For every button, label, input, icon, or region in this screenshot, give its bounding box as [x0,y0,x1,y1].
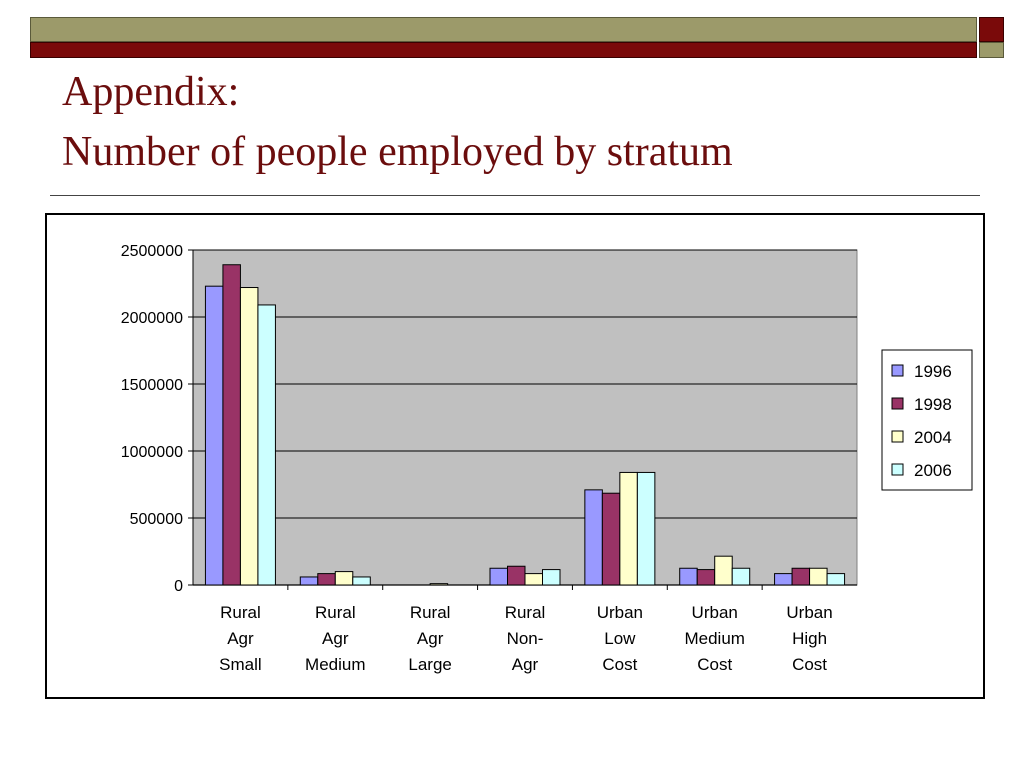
y-tick-label-0: 0 [174,578,183,595]
x-category-label-0-line-1: Agr [227,629,254,648]
legend-label-2004: 2004 [914,428,952,447]
bar-1998-cat-3 [507,565,526,586]
header-olive-square [979,42,1004,58]
header-maroon-bar [30,42,977,58]
y-tick-label-1000000: 1000000 [121,444,183,461]
bar-2006-cat-6 [826,573,846,586]
slide-title: Appendix: Number of people employed by s… [62,62,733,182]
plot-area [192,249,858,586]
bar-1996-cat-4 [584,489,603,586]
bar-1998-cat-0 [222,264,241,586]
legend-label-1998: 1998 [914,395,952,414]
bar-2004-cat-2 [429,583,449,586]
x-category-label-4-line-0: Urban [597,603,643,622]
x-category-label-0-line-0: Rural [220,603,261,622]
bar-2006-cat-1 [352,576,371,586]
bar-2006-cat-5 [731,567,751,586]
x-category-label-5-line-2: Cost [697,655,732,674]
legend-label-2006: 2006 [914,461,952,480]
bar-2004-cat-0 [239,287,259,586]
bar-2004-cat-4 [619,471,638,586]
x-category-label-3-line-1: Non- [507,629,544,648]
x-category-label-3-line-0: Rural [505,603,546,622]
y-tick-label-500000: 500000 [130,511,183,528]
y-tick-label-2500000: 2500000 [121,243,183,260]
x-category-label-4-line-2: Cost [602,655,637,674]
y-tick-label-2000000: 2000000 [121,310,183,327]
x-category-label-4-line-1: Low [604,629,636,648]
bar-1996-cat-3 [489,567,508,586]
slide-title-line-1: Appendix: [62,69,240,115]
x-category-label-2-line-1: Agr [417,629,444,648]
x-category-label-0-line-2: Small [219,655,262,674]
bar-2004-cat-6 [809,567,828,586]
x-category-label-1-line-0: Rural [315,603,356,622]
header-olive-bar [30,17,977,42]
slide-title-line-2: Number of people employed by stratum [62,129,733,175]
title-divider [50,195,980,196]
x-category-label-6-line-2: Cost [792,655,827,674]
bar-1998-cat-1 [317,573,336,586]
bar-2006-cat-4 [636,471,656,586]
bar-1998-cat-4 [601,492,621,586]
bar-1998-cat-5 [696,569,716,586]
bar-1996-cat-5 [679,567,698,586]
header-maroon-square [979,17,1004,42]
bar-2004-cat-1 [334,571,354,586]
x-category-label-3-line-2: Agr [512,655,539,674]
x-category-label-2-line-2: Large [408,655,451,674]
bar-1996-cat-6 [774,573,793,586]
employment-bar-chart: 0 500000 1000000 1500000 2000000 2500000 Rural… [121,243,973,674]
legend-swatch-2006 [891,463,904,476]
bar-1998-cat-6 [791,567,811,586]
legend-swatch-1998 [891,397,904,410]
chart-frame: 0 500000 1000000 1500000 2000000 2500000 Rural… [45,213,985,699]
bar-2004-cat-3 [524,573,543,586]
x-category-label-2-line-0: Rural [410,603,451,622]
legend-label-1996: 1996 [914,362,952,381]
x-category-label-1-line-1: Agr [322,629,349,648]
bar-2006-cat-3 [542,569,561,586]
bar-2004-cat-5 [714,555,733,586]
bar-2006-cat-0 [257,304,276,586]
bar-1996-cat-1 [299,576,319,586]
legend-swatch-1996 [891,364,904,377]
bar-1996-cat-0 [204,285,224,586]
x-category-label-1-line-2: Medium [305,655,365,674]
x-category-label-6-line-1: High [792,629,827,648]
x-category-label-5-line-1: Medium [684,629,744,648]
legend-swatch-2004 [891,430,904,443]
x-category-label-5-line-0: Urban [692,603,738,622]
y-tick-label-1500000: 1500000 [121,377,183,394]
x-category-label-6-line-0: Urban [786,603,832,622]
